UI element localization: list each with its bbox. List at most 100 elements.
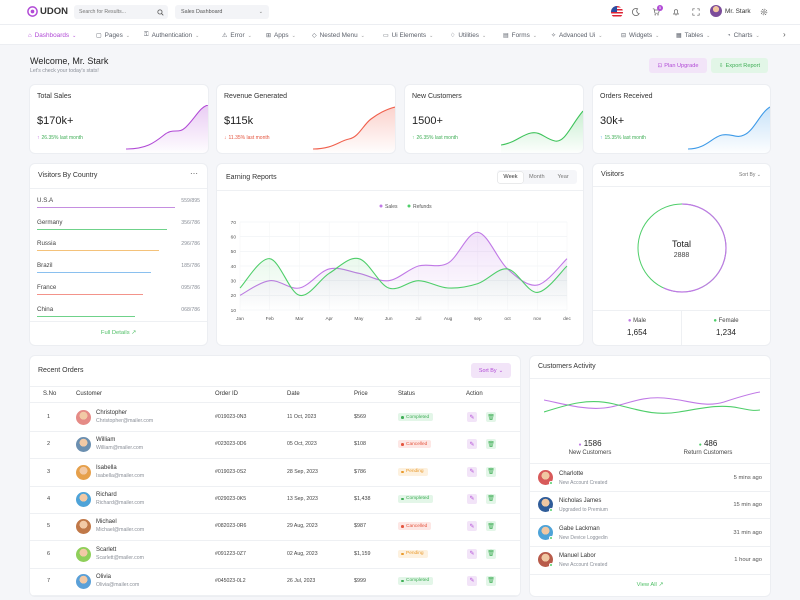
legend-label: Refunds <box>413 204 432 210</box>
plan-upgrade-button[interactable]: ⊡ Plan Upgrade <box>649 58 707 73</box>
upgrade-icon: ⊡ <box>657 62 663 69</box>
country-name: Brazil <box>37 262 53 270</box>
nav-item-apps[interactable]: ⊞ Apps ⌄ <box>266 31 296 40</box>
pencil-icon: ✎ <box>469 578 475 585</box>
row-sno: 4 <box>47 495 51 502</box>
row-sno: 7 <box>47 577 51 584</box>
avatar <box>76 464 91 480</box>
search-icon[interactable] <box>157 8 164 16</box>
dashboard-select[interactable]: Sales Dashboard ⌄ <box>175 5 269 19</box>
user-menu[interactable]: Mr. Stark <box>710 5 751 17</box>
card-title: Visitors By Country <box>38 172 98 179</box>
nav-item-pages[interactable]: ▢ Pages ⌄ <box>96 31 130 40</box>
cart-button[interactable]: 5 <box>652 5 663 17</box>
visitors-ring <box>637 203 727 293</box>
nav-item-forms[interactable]: ▤ Forms ⌄ <box>503 31 537 40</box>
column-header-customer: Customer <box>76 391 103 397</box>
stat-title: New Customers <box>412 93 462 100</box>
form-icon: ▤ <box>503 33 509 39</box>
tab-week[interactable]: Week <box>498 171 523 183</box>
delete-button[interactable]: 🗑︎ <box>486 575 496 586</box>
column-header-orderid: Order ID <box>215 391 239 397</box>
nav-item-nested-menu[interactable]: ◇ Nested Menu ⌄ <box>312 31 365 40</box>
nav-item-authentication[interactable]: ⚿ Authentication ⌄ <box>144 31 199 40</box>
nav-item-tables[interactable]: ▦ Tables ⌄ <box>676 31 710 40</box>
stat-value: $170k+ <box>37 115 74 127</box>
nav-item-dashboards[interactable]: ⌂ Dashboards ⌄ <box>28 31 76 40</box>
delete-button[interactable]: 🗑︎ <box>486 412 496 422</box>
pencil-icon: ✎ <box>469 441 475 448</box>
sort-by-button[interactable]: Sort By ⌄ <box>471 363 511 378</box>
delete-button[interactable]: 🗑︎ <box>486 493 496 504</box>
edit-button[interactable]: ✎ <box>467 466 477 477</box>
fullscreen-icon[interactable] <box>692 8 700 16</box>
nav-item-label: Utilities <box>458 32 479 39</box>
stat-change: ↑ 15.35% last month <box>600 135 646 141</box>
country-value: 185/786 <box>181 263 200 270</box>
status-badge: Completed <box>398 576 434 585</box>
full-details-link[interactable]: Full Details ↗ <box>30 330 207 336</box>
online-indicator <box>549 562 553 567</box>
search-input[interactable] <box>79 7 154 17</box>
search-box[interactable] <box>74 5 168 19</box>
nav-item-charts[interactable]: ◔ Charts ⌄ <box>727 31 760 40</box>
chevron-right-icon[interactable]: › <box>783 30 786 39</box>
tab-year[interactable]: Year <box>557 173 569 180</box>
logo[interactable]: UDON <box>27 6 68 17</box>
chevron-down-icon: ⌄ <box>195 32 200 39</box>
chevron-down-icon: ⌄ <box>291 32 296 39</box>
y-tick-label: 40 <box>231 264 237 270</box>
trash-icon: 🗑︎ <box>487 496 495 503</box>
series-line-refunds <box>239 257 568 296</box>
activity-desc: New Account Created <box>559 561 608 568</box>
edit-button[interactable]: ✎ <box>467 575 477 586</box>
export-report-button[interactable]: ⇩ Export Report <box>711 58 768 73</box>
nav-item-ui-elements[interactable]: ▭ Ui Elements ⌄ <box>383 31 433 40</box>
user-name: Mr. Stark <box>725 7 751 15</box>
tab-month[interactable]: Month <box>529 173 545 180</box>
chevron-down-icon: ⌄ <box>498 367 504 374</box>
row-sno: 1 <box>47 414 51 420</box>
status-badge: Cancelled <box>398 440 432 449</box>
country-value: 559/895 <box>181 198 200 204</box>
customer-email: Christopher@mailer.com <box>96 418 154 424</box>
delete-button[interactable]: 🗑︎ <box>486 466 496 477</box>
stat-value: $115k <box>224 115 254 127</box>
card-title: Recent Orders <box>38 367 84 374</box>
edit-button[interactable]: ✎ <box>467 521 477 532</box>
stat-title: Revenue Generated <box>224 93 288 100</box>
activity-name: Nicholas James <box>559 498 602 505</box>
bell-icon[interactable] <box>672 8 680 16</box>
order-date: 02 Aug, 2023 <box>287 550 318 557</box>
edit-button[interactable]: ✎ <box>467 548 477 559</box>
order-price: $108 <box>354 441 366 448</box>
more-options-icon[interactable]: ⋯ <box>190 169 198 178</box>
nav-item-error[interactable]: ⚠ Error ⌄ <box>222 31 252 40</box>
edit-button[interactable]: ✎ <box>467 412 477 422</box>
plan-upgrade-label: Plan Upgrade <box>664 62 699 69</box>
pencil-icon: ✎ <box>469 551 475 557</box>
gear-icon[interactable] <box>760 8 768 16</box>
bulb-icon: ♢ <box>450 33 456 39</box>
x-tick-label: Jan <box>236 316 244 322</box>
delete-button[interactable]: 🗑︎ <box>486 521 496 532</box>
country-progress-bar <box>37 228 167 230</box>
customer-name: Olivia <box>96 573 112 580</box>
activity-name: Manuel Labor <box>559 552 596 559</box>
moon-icon[interactable] <box>632 8 640 16</box>
edit-button[interactable]: ✎ <box>467 493 477 504</box>
page-subtitle: Let's check your today's stats! <box>30 68 99 74</box>
nav-item-utilities[interactable]: ♢ Utilities ⌄ <box>450 31 486 40</box>
row-sno: 3 <box>47 468 51 475</box>
flag-icon[interactable] <box>611 6 623 18</box>
country-name: U.S.A <box>37 197 54 204</box>
legend-label: Sales <box>385 204 398 210</box>
nav-item-advanced-ui[interactable]: ✧ Advanced Ui ⌄ <box>551 31 602 40</box>
delete-button[interactable]: 🗑︎ <box>486 439 496 450</box>
view-all-link[interactable]: View All ↗ <box>530 582 770 588</box>
edit-button[interactable]: ✎ <box>467 439 477 450</box>
stat-change-text: 15.35% last month <box>604 135 646 141</box>
sort-by-dropdown[interactable]: Sort By ⌄ <box>739 172 761 178</box>
nav-item-widgets[interactable]: ⊟ Widgets ⌄ <box>621 31 659 40</box>
delete-button[interactable]: 🗑︎ <box>486 548 496 559</box>
